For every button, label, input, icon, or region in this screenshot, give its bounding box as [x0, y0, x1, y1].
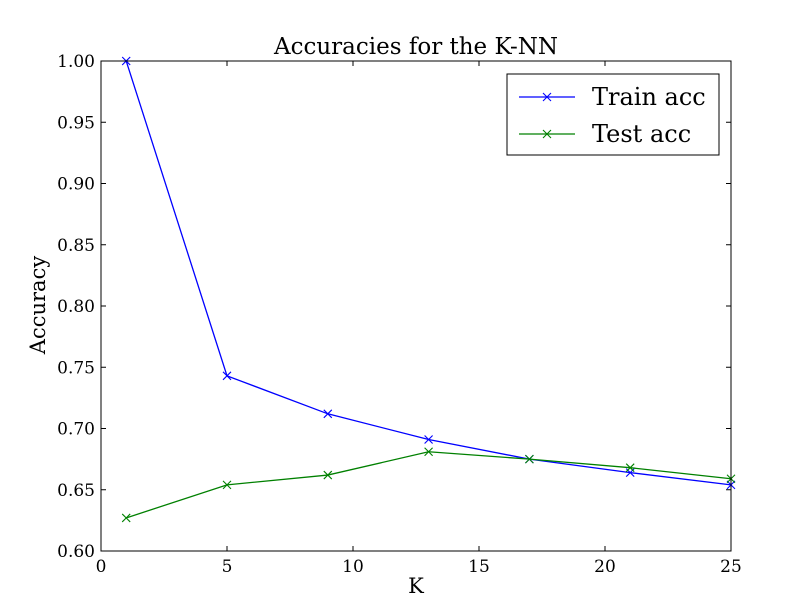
- legend-entry-test-acc: Test acc: [519, 120, 691, 148]
- data-point-test-acc: [525, 454, 534, 464]
- legend-label: Train acc: [592, 83, 706, 111]
- data-point-test-acc: [625, 463, 635, 473]
- x-tick-label: 20: [594, 557, 616, 577]
- data-point-train-acc: [323, 409, 333, 419]
- data-point-train-acc: [424, 435, 433, 444]
- x-tick-label: 10: [342, 557, 364, 577]
- y-tick-label: 0.90: [57, 175, 95, 195]
- chart-title: Accuracies for the K-NN: [273, 34, 558, 60]
- data-point-test-acc: [424, 447, 433, 457]
- legend-entry-train-acc: Train acc: [519, 83, 706, 111]
- y-tick-label: 0.70: [57, 420, 95, 440]
- y-tick-label: 0.60: [57, 542, 95, 562]
- data-point-test-acc: [323, 470, 333, 480]
- x-tick-label: 25: [720, 557, 742, 577]
- x-tick-label: 5: [222, 557, 233, 577]
- y-tick-label: 0.65: [57, 481, 95, 501]
- data-point-test-acc: [222, 480, 232, 490]
- legend-label: Test acc: [592, 120, 691, 148]
- data-point-train-acc: [222, 371, 232, 381]
- plot-frame: [100, 60, 732, 552]
- y-tick-label: 0.85: [57, 236, 95, 256]
- legend: Train acc Test acc: [506, 73, 720, 156]
- x-axis-label: K: [408, 574, 424, 598]
- data-point-test-acc: [121, 513, 131, 523]
- y-tick-label: 0.95: [57, 113, 95, 133]
- legend-box: [506, 73, 720, 156]
- y-tick-label: 0.80: [57, 297, 95, 317]
- x-tick-label: 15: [468, 557, 490, 577]
- y-tick-label: 0.75: [57, 358, 95, 378]
- axis-ticks: 0 5 10 15 20 25 0.60 0.65 0.70 0.75 0.80 0.85 0.90 0.…: [57, 52, 742, 577]
- y-axis-label: Accuracy: [26, 256, 50, 356]
- y-tick-label: 1.00: [57, 52, 95, 72]
- x-tick-label: 0: [96, 557, 107, 577]
- series-group: [121, 56, 736, 523]
